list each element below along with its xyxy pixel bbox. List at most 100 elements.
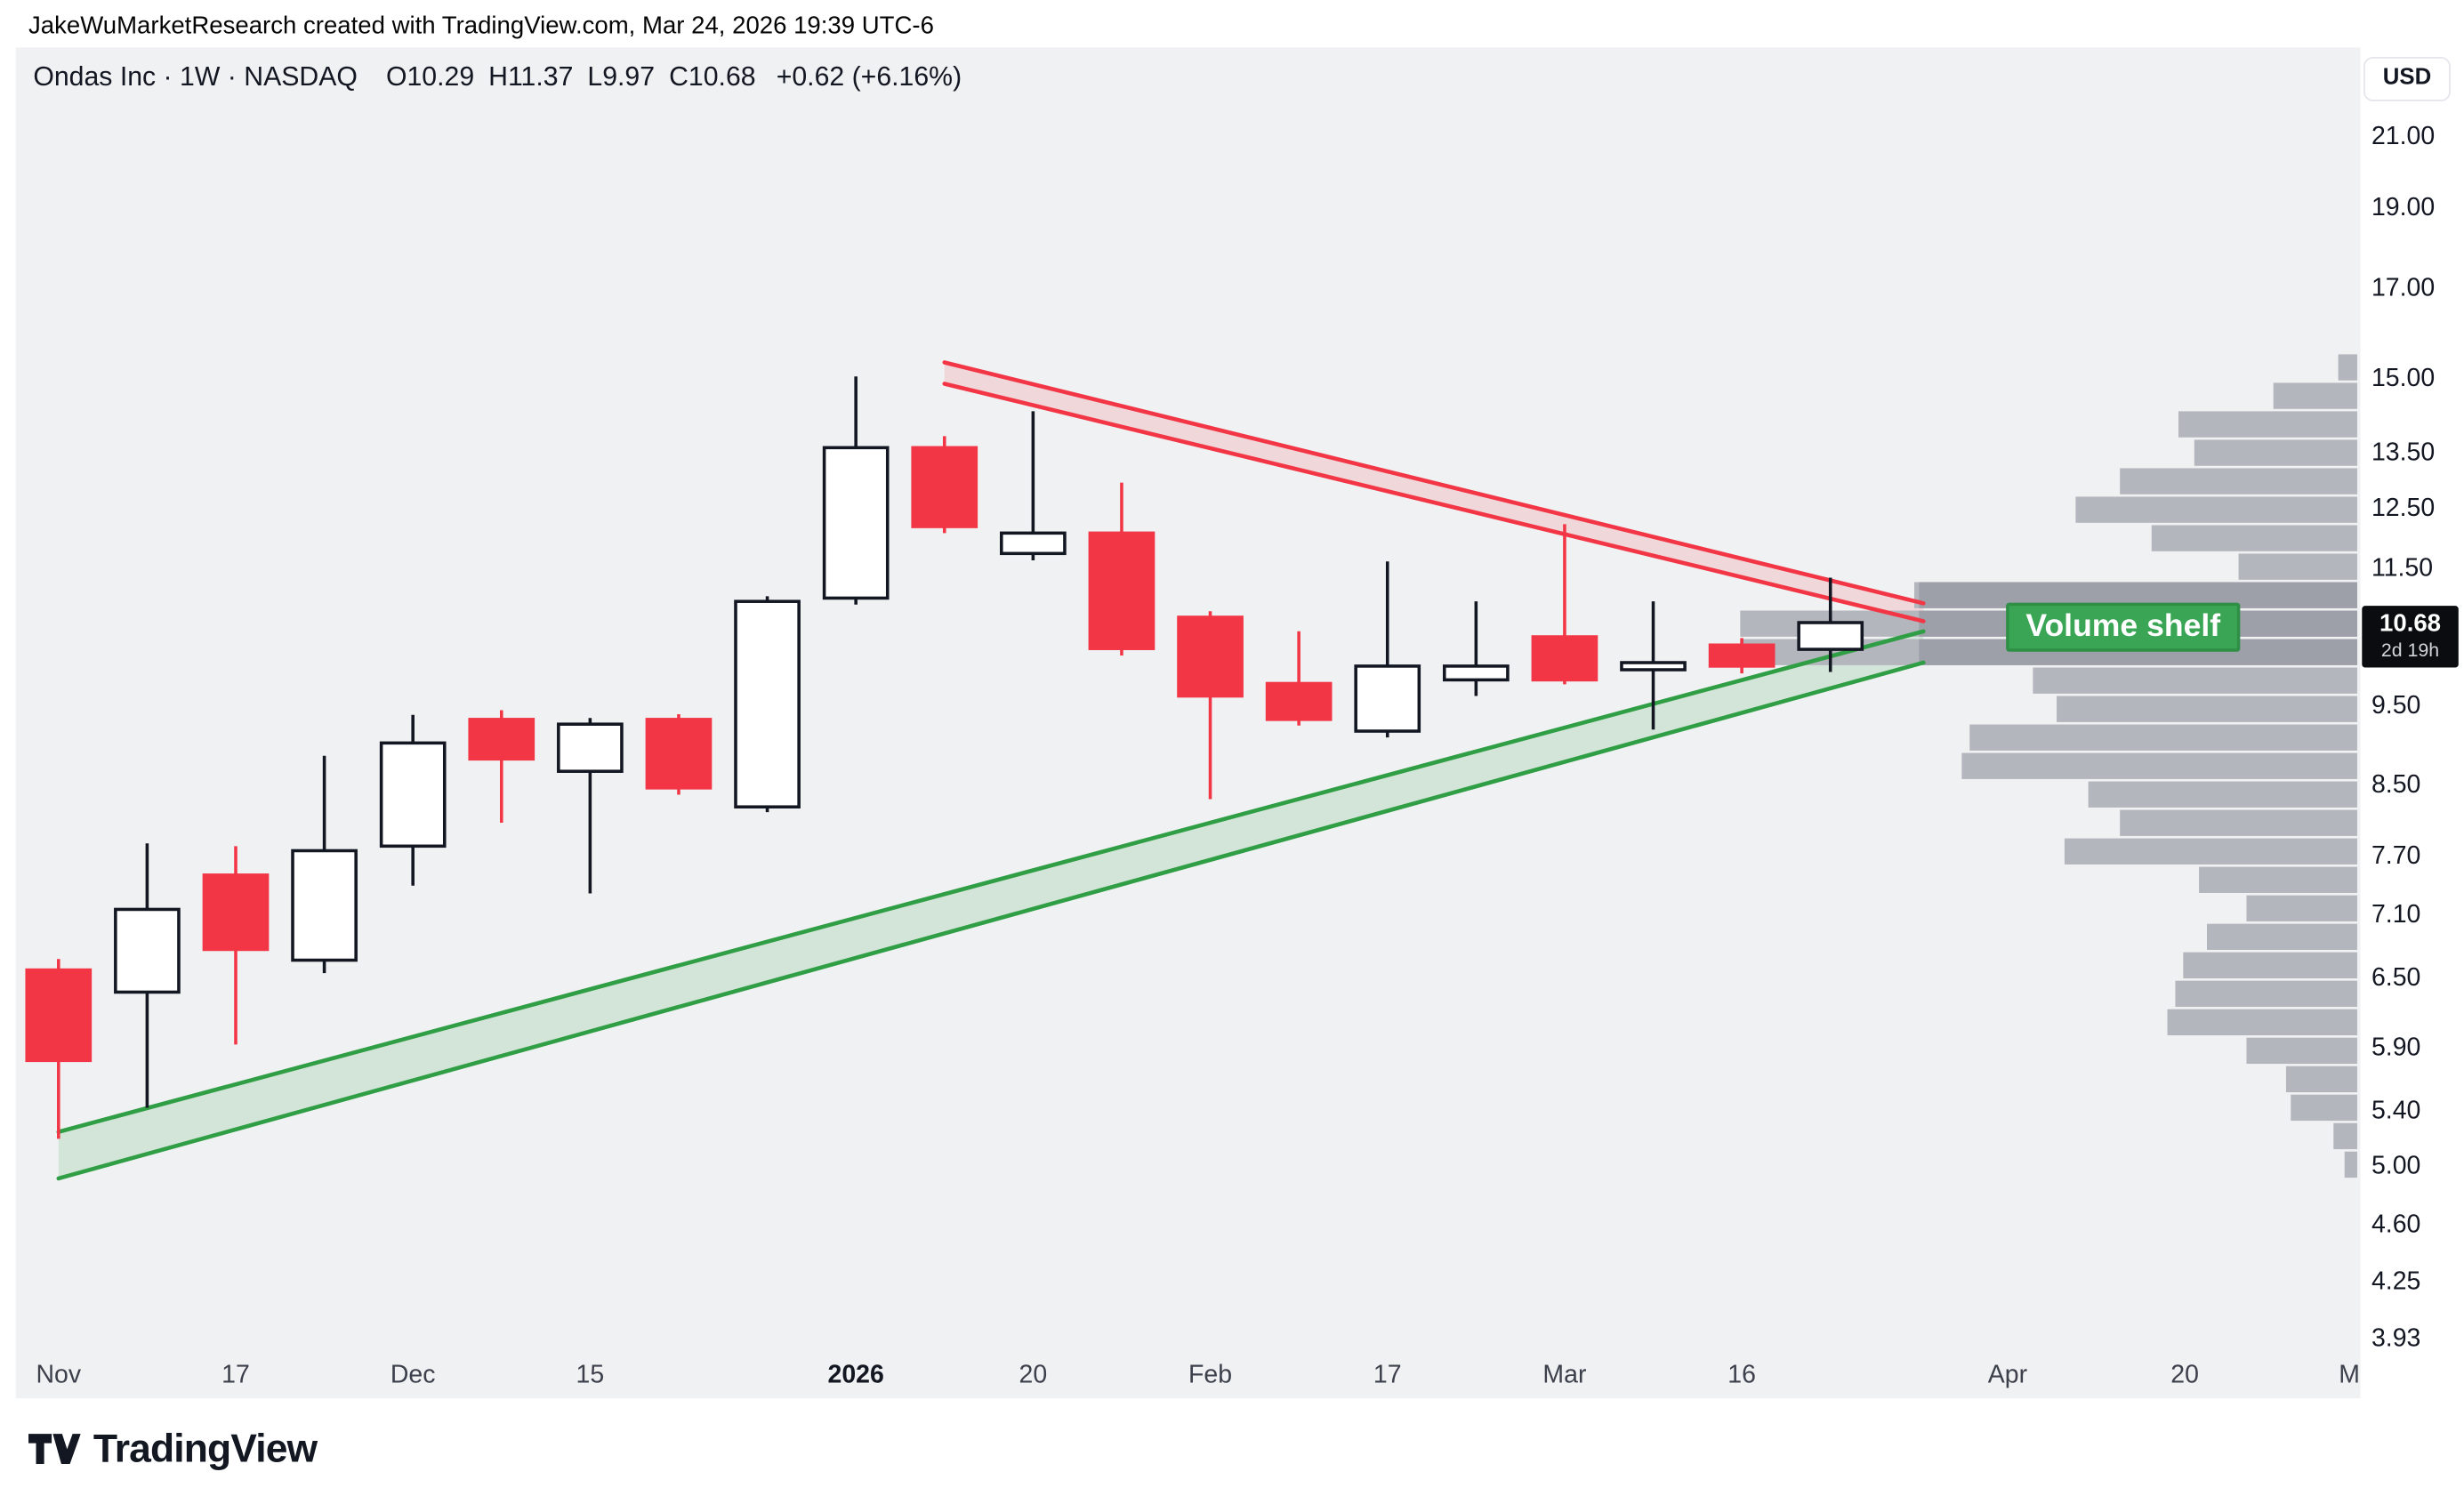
volume-profile-bar xyxy=(2088,781,2357,808)
volume-profile-bar xyxy=(2285,1066,2357,1093)
candle-body-up xyxy=(379,741,447,849)
volume-profile-bar xyxy=(2183,952,2357,979)
price-tick-label: 12.50 xyxy=(2371,495,2436,522)
descending-resistance-band-upper-line[interactable] xyxy=(942,360,1926,606)
price-tick-label: 13.50 xyxy=(2371,439,2436,467)
time-tick-label: 2026 xyxy=(827,1362,884,1389)
trend-band-fills xyxy=(58,362,1924,1178)
currency-button[interactable]: USD xyxy=(2363,57,2451,101)
volume-profile-bar xyxy=(2151,525,2357,551)
volume-profile-bar xyxy=(2194,439,2357,466)
time-tick-label: 15 xyxy=(576,1362,605,1389)
time-tick-label: 20 xyxy=(1019,1362,1048,1389)
attribution-text: JakeWuMarketResearch created with Tradin… xyxy=(28,12,934,40)
candle-body-up xyxy=(1797,621,1864,651)
price-tick-label: 9.50 xyxy=(2371,692,2421,720)
price-tick-label: 5.00 xyxy=(2371,1153,2421,1180)
time-tick-label: Apr xyxy=(1987,1362,2028,1389)
volume-profile-bar xyxy=(2199,866,2357,893)
candle-body-down xyxy=(911,446,978,528)
ascending-support-band-lower-line[interactable] xyxy=(56,660,1926,1181)
candle-body-down xyxy=(25,968,93,1063)
tradingview-logo-icon[interactable] xyxy=(28,1428,81,1469)
candle-body-down xyxy=(1177,615,1244,698)
candle-body-up xyxy=(1354,664,1421,733)
price-tick-label: 8.50 xyxy=(2371,771,2421,800)
candle-body-up xyxy=(557,722,624,773)
volume-profile-bar xyxy=(2246,1037,2357,1065)
volume-profile-bar xyxy=(2064,838,2357,865)
volume-profile-bar xyxy=(2075,496,2357,523)
last-price-label: 10.68 2d 19h xyxy=(2362,606,2459,668)
volume-profile-bar xyxy=(2120,468,2357,495)
price-tick-label: 17.00 xyxy=(2371,275,2436,302)
ohlc-field-o: O10.29 xyxy=(385,61,475,92)
price-tick-label: 15.00 xyxy=(2371,365,2436,393)
price-tick-label: 3.93 xyxy=(2371,1325,2421,1353)
last-price-value: 10.68 xyxy=(2379,610,2442,638)
time-tick-label: Feb xyxy=(1188,1362,1233,1389)
candle-body-down xyxy=(1265,681,1333,721)
descending-resistance-band-fill xyxy=(944,362,1924,622)
volume-profile-bar xyxy=(2207,923,2357,950)
tradingview-logo-text[interactable]: TradingView xyxy=(93,1426,318,1471)
time-tick-label: 16 xyxy=(1727,1362,1756,1389)
volume-profile-bar xyxy=(2333,1122,2357,1150)
candle-body-down xyxy=(202,873,270,952)
ohlc-field-l: L9.97 xyxy=(587,61,656,92)
candle-body-up xyxy=(1620,661,1687,672)
price-tick-label: 5.40 xyxy=(2371,1098,2421,1125)
price-tick-label: 6.50 xyxy=(2371,964,2421,993)
volume-profile-bar xyxy=(2057,696,2357,722)
volume-profile-bar xyxy=(2273,382,2357,409)
ohlc-field-h: H11.37 xyxy=(488,61,574,92)
candle-body-down xyxy=(645,718,713,790)
volume-profile-bar xyxy=(2178,411,2357,438)
time-tick-label: Dec xyxy=(390,1362,436,1389)
footer-branding: TradingView xyxy=(28,1422,318,1476)
volume-profile-bar xyxy=(2238,553,2357,580)
volume-profile-bar xyxy=(2120,809,2357,836)
symbol-header: Ondas Inc · 1W · NASDAQ O10.29 H11.37 L9.97… xyxy=(33,61,962,93)
volume-profile-bar xyxy=(2338,354,2357,381)
volume-profile-bar xyxy=(2291,1094,2357,1122)
candle-body-up xyxy=(1442,664,1510,682)
candle-body-up xyxy=(822,446,890,600)
price-tick-label: 7.70 xyxy=(2371,842,2421,871)
time-tick-label: 17 xyxy=(1373,1362,1402,1389)
time-tick-label: 17 xyxy=(221,1362,250,1389)
price-tick-label: 19.00 xyxy=(2371,194,2436,221)
time-tick-label: Mar xyxy=(1542,1362,1587,1389)
price-tick-label: 4.60 xyxy=(2371,1211,2421,1239)
ohlc-field-c: C10.68 xyxy=(669,61,756,92)
volume-profile-bar xyxy=(1961,752,2357,779)
bar-countdown: 2d 19h xyxy=(2380,639,2440,662)
candle-body-down xyxy=(1531,635,1598,682)
trend-band-lines[interactable] xyxy=(56,360,1926,1181)
time-tick-label: M xyxy=(2339,1362,2360,1389)
volume-shelf-label[interactable]: Volume shelf xyxy=(2006,602,2241,652)
volume-shelf-label-text: Volume shelf xyxy=(2025,608,2221,644)
volume-profile-bar xyxy=(2167,1009,2357,1036)
candle-body-down xyxy=(468,718,535,761)
candlesticks xyxy=(25,376,1864,1139)
ohlc-values: O10.29 H11.37 L9.97 C10.68 xyxy=(386,61,770,92)
ascending-support-band-fill xyxy=(58,631,1924,1178)
change-value: +0.62 (+6.16%) xyxy=(776,61,962,92)
volume-profile-bar xyxy=(1969,724,2357,751)
candle-body-down xyxy=(1708,643,1776,668)
price-tick-label: 21.00 xyxy=(2371,123,2436,150)
ascending-support-band-upper-line[interactable] xyxy=(56,629,1926,1134)
volume-profile-bar xyxy=(2033,667,2357,694)
time-tick-label: 20 xyxy=(2170,1362,2199,1389)
time-tick-label: Nov xyxy=(36,1362,82,1389)
price-tick-label: 4.25 xyxy=(2371,1268,2421,1296)
descending-resistance-band-lower-line[interactable] xyxy=(942,382,1926,623)
symbol-title[interactable]: Ondas Inc · 1W · NASDAQ xyxy=(33,61,358,92)
price-tick-label: 7.10 xyxy=(2371,901,2421,929)
price-tick-label: 5.90 xyxy=(2371,1034,2421,1062)
candle-body-up xyxy=(114,907,181,994)
volume-profile-bar xyxy=(2344,1151,2357,1178)
